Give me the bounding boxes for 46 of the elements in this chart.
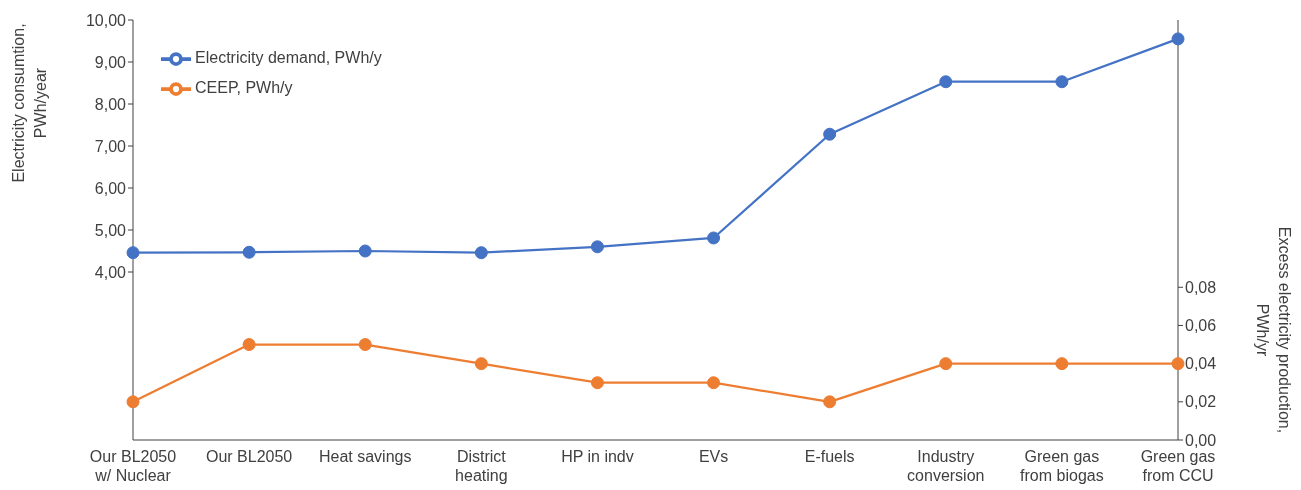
x-tick-label: Green gas from CCU <box>1140 448 1216 484</box>
point <box>590 376 604 390</box>
y-tick-label: 8,00 <box>94 95 127 113</box>
point <box>474 357 488 371</box>
y-tick-label: 6,00 <box>94 179 127 197</box>
y2-tick-label: 0,06 <box>1185 317 1217 335</box>
y2-tick-label: 0,04 <box>1185 355 1217 373</box>
y2-tick-label: 0,00 <box>1185 431 1217 449</box>
point <box>823 127 837 141</box>
point <box>1171 357 1185 371</box>
point <box>590 240 604 254</box>
x-tick-label: EVs <box>698 448 729 465</box>
y-axis-title: Electricity consumtion, PWh/year <box>10 23 49 183</box>
point <box>1171 32 1185 46</box>
x-tick-label: HP in indv <box>561 448 634 465</box>
point <box>358 244 372 258</box>
legend-label: CEEP, PWh/y <box>195 79 293 97</box>
y-tick-label: 4,00 <box>94 263 127 281</box>
point <box>939 357 953 371</box>
point <box>707 376 721 390</box>
point <box>126 395 140 409</box>
point <box>707 231 721 245</box>
y2-tick-label: 0,08 <box>1185 278 1217 296</box>
y-tick-label: 9,00 <box>94 53 127 71</box>
x-tick-label: Our BL2050 <box>205 448 293 465</box>
point <box>823 395 837 409</box>
point <box>474 246 488 260</box>
y-tick-label: 7,00 <box>94 137 127 155</box>
x-tick-label: E-fuels <box>804 448 855 465</box>
y-tick-label: 5,00 <box>94 221 127 239</box>
point <box>126 246 140 260</box>
x-tick-label: Green gas from biogas <box>1020 448 1104 484</box>
legend-label: Electricity demand, PWh/y <box>195 49 382 67</box>
point <box>1055 75 1069 89</box>
point <box>242 338 256 352</box>
x-tick-label: Heat savings <box>318 448 412 465</box>
point <box>1055 357 1069 371</box>
point <box>939 75 953 89</box>
x-tick-label: District heating <box>455 448 508 484</box>
x-tick-label: Industry conversion <box>907 448 985 484</box>
point <box>358 338 372 352</box>
point <box>242 245 256 259</box>
y2-axis-title: Excess electricity production, PWh/yr <box>1254 226 1293 434</box>
y2-tick-label: 0,02 <box>1185 393 1217 411</box>
y-tick-label: 10,00 <box>85 11 127 29</box>
x-tick-label: Our BL2050 w/ Nuclear <box>89 448 177 484</box>
